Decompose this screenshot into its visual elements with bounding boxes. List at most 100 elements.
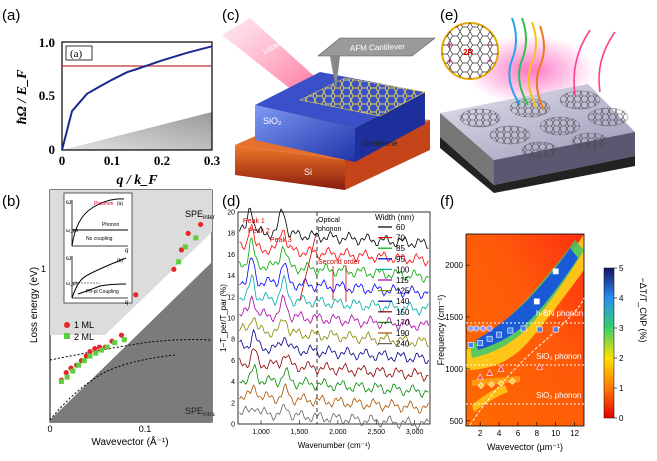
legend-1ml: 1 ML bbox=[74, 320, 94, 330]
optical-label: Optical bbox=[318, 217, 340, 224]
charge-minus-2: − bbox=[487, 56, 492, 66]
f-point bbox=[477, 382, 485, 389]
f-point bbox=[536, 326, 543, 333]
b-point-1ml bbox=[118, 332, 125, 338]
f-point bbox=[488, 381, 495, 388]
optical-arrow bbox=[299, 233, 317, 301]
d-legend-item: 95 bbox=[396, 255, 405, 264]
f-ytick: 1000 bbox=[445, 365, 463, 374]
spe-inter-label: SPEinter bbox=[185, 209, 215, 221]
plasmon-dispersion-curve bbox=[61, 45, 213, 151]
panel-a-inset-label: (a) bbox=[70, 48, 83, 60]
d-legend-item: 150 bbox=[396, 308, 410, 317]
f-point bbox=[497, 365, 505, 372]
f-xlabel: Wavevector (μm⁻¹) bbox=[487, 442, 563, 452]
period-label: 2R bbox=[463, 48, 473, 57]
panel-e-label: (e) bbox=[440, 7, 458, 24]
f-point bbox=[477, 340, 484, 346]
c-sio2-label: SiO₂ bbox=[263, 116, 282, 126]
b-point-1ml bbox=[185, 230, 191, 237]
f-xtick: 4 bbox=[497, 429, 502, 438]
a-xlabel: q / k_F bbox=[116, 173, 158, 188]
afm-label: AFM Cantilever bbox=[350, 42, 406, 53]
graphene-label: Graphene bbox=[362, 139, 398, 148]
a-xtick-1: 0.1 bbox=[104, 153, 120, 168]
d-ytick: 2 bbox=[231, 400, 235, 407]
f-point bbox=[552, 326, 559, 333]
c-si-label: Si bbox=[304, 167, 312, 177]
f-point bbox=[486, 325, 493, 332]
phonon-label: phonon bbox=[318, 226, 341, 233]
f-point bbox=[467, 342, 474, 348]
f-point bbox=[467, 325, 474, 332]
d-ytick: 0 bbox=[231, 422, 235, 429]
d-spectrum-140 bbox=[239, 328, 429, 365]
f-point bbox=[497, 380, 505, 387]
panel-a-plot: (a) bbox=[61, 41, 213, 151]
d-spectrum-100 bbox=[239, 273, 429, 316]
b-point-1ml bbox=[92, 346, 98, 352]
svg-text:Plasmon: Plasmon bbox=[94, 201, 114, 207]
peak1-label: Peak 1 bbox=[243, 218, 265, 225]
b-point-2ml bbox=[81, 358, 87, 364]
a-xtick-3: 0.3 bbox=[204, 153, 221, 168]
panel-c: (c) Infrared light AFM Cantilever SiO₂ G… bbox=[222, 7, 436, 190]
b-point-2ml bbox=[121, 337, 127, 343]
f-point bbox=[536, 363, 544, 370]
panel-b-label: (b) bbox=[2, 193, 20, 210]
afm-tip bbox=[330, 56, 340, 90]
panel-a-inset-box bbox=[65, 45, 93, 61]
graphene-sheet bbox=[299, 77, 426, 117]
d-xticks: 1,000 1,500 2,000 2,500 3,000 bbox=[252, 420, 423, 436]
svg-text:(a): (a) bbox=[117, 201, 123, 207]
legend-2ml: 2 ML bbox=[74, 332, 94, 342]
sio2-label-2: SiO₂ phonon bbox=[536, 391, 581, 400]
panel-a-label: (a) bbox=[2, 7, 20, 24]
graphene-disks bbox=[459, 90, 629, 159]
d-spectrum-240 bbox=[239, 404, 429, 431]
charge-minus-1: − bbox=[487, 40, 492, 50]
b-point-2ml bbox=[58, 379, 64, 385]
f-point bbox=[479, 325, 487, 332]
svg-text:ω_ph: ω_ph bbox=[66, 281, 78, 287]
panel-a-frame bbox=[61, 41, 213, 151]
d-ytick: 20 bbox=[227, 210, 235, 217]
f-point bbox=[508, 377, 516, 385]
b-point-1ml bbox=[133, 292, 139, 298]
d-legend-item: 100 bbox=[396, 265, 410, 274]
e-si-label: Si bbox=[447, 190, 455, 200]
colorbar-tick: 3 bbox=[619, 324, 624, 333]
f-point bbox=[473, 325, 480, 332]
charge-plus-2: + bbox=[447, 56, 452, 66]
b-point-1ml bbox=[197, 221, 204, 228]
f-point bbox=[507, 327, 514, 334]
f-dispersion-guide bbox=[469, 297, 585, 426]
d-xtick: 2,000 bbox=[329, 429, 347, 436]
d-spectrum-170 bbox=[239, 363, 429, 399]
a-ylabel: ħΩ / E_F bbox=[15, 69, 30, 124]
colorbar-tick: 2 bbox=[619, 354, 624, 363]
d-spectrum-190 bbox=[239, 383, 429, 414]
a-ytick-2: 1.0 bbox=[39, 35, 55, 50]
colorbar-tick: 0 bbox=[619, 414, 624, 423]
legend-2ml-marker bbox=[64, 333, 70, 339]
f-xtick: 12 bbox=[570, 429, 579, 438]
b-point-2ml bbox=[64, 374, 70, 380]
d-xlabel: Wavenumber (cm⁻¹) bbox=[298, 441, 371, 450]
f-point bbox=[476, 373, 484, 380]
d-legend-item: 85 bbox=[396, 244, 405, 253]
colorbar-tick: 5 bbox=[619, 264, 624, 273]
sio2-front bbox=[255, 105, 355, 162]
d-spectrum-60 bbox=[239, 207, 429, 249]
panel-f-frame bbox=[465, 233, 585, 427]
d-spectrum-85 bbox=[239, 236, 429, 284]
sio2-side bbox=[355, 92, 425, 162]
sio2-label-1: SiO₂ phonon bbox=[536, 352, 581, 361]
b-xtick-1: 0.1 bbox=[139, 424, 152, 434]
f-ytick: 2000 bbox=[445, 261, 463, 270]
d-spectrum-70 bbox=[239, 223, 429, 267]
d-ytick: 6 bbox=[231, 358, 235, 365]
b-point-2ml bbox=[87, 353, 93, 359]
b-point-2ml bbox=[70, 368, 76, 374]
